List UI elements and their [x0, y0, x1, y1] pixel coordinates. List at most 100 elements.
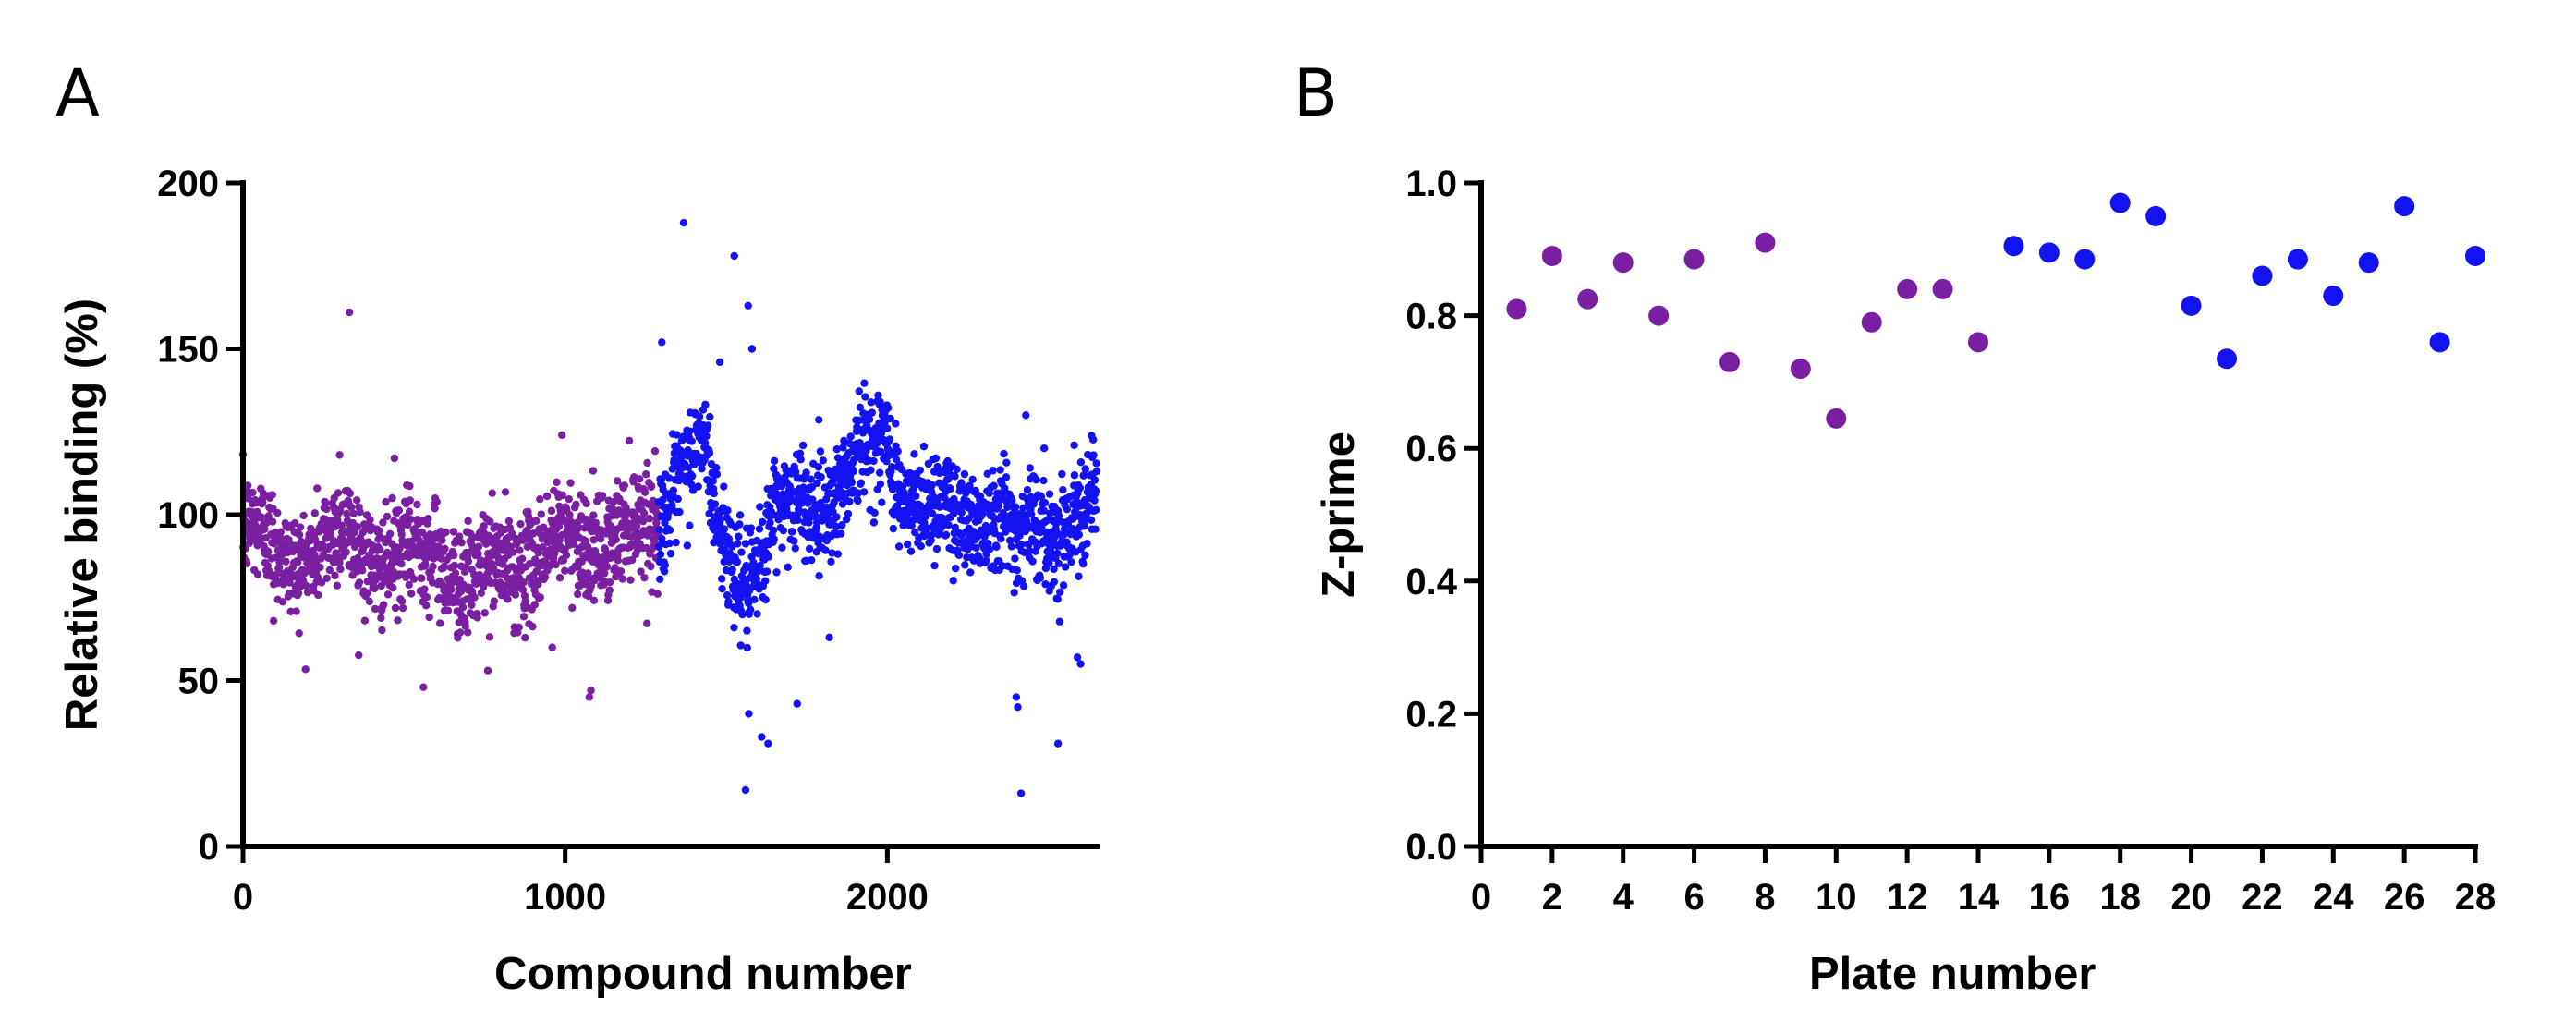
data-point	[257, 513, 266, 521]
data-point	[814, 463, 823, 471]
data-point	[949, 577, 957, 585]
data-point	[912, 492, 920, 500]
data-point	[636, 475, 644, 483]
data-point	[898, 482, 907, 491]
x-tick-label: 6	[1683, 877, 1704, 918]
data-point	[322, 505, 331, 514]
data-point	[575, 523, 583, 532]
data-point-outlier	[587, 687, 595, 695]
data-point	[470, 593, 479, 602]
data-point	[534, 548, 542, 557]
data-point	[724, 597, 733, 606]
data-point	[877, 447, 885, 456]
data-point	[761, 595, 770, 604]
data-point	[747, 605, 755, 614]
data-point	[861, 393, 869, 401]
data-point	[845, 497, 854, 505]
data-point	[686, 427, 694, 435]
data-point	[519, 613, 529, 621]
data-point	[375, 527, 383, 535]
data-point	[253, 570, 262, 578]
data-point-outlier	[793, 699, 801, 708]
data-point	[574, 590, 582, 599]
data-point	[1010, 589, 1018, 597]
data-point	[894, 542, 904, 551]
data-point	[720, 482, 728, 491]
y-tick-label: 200	[157, 164, 219, 204]
data-point	[618, 575, 626, 583]
data-point	[605, 586, 614, 594]
data-point	[966, 568, 975, 577]
data-point	[1075, 530, 1084, 539]
data-point	[406, 481, 414, 491]
data-point	[832, 513, 841, 521]
data-point	[286, 607, 295, 616]
data-point	[461, 622, 469, 630]
data-point	[876, 397, 884, 407]
data-point	[455, 532, 464, 541]
data-point	[420, 560, 430, 568]
data-point	[517, 554, 527, 563]
data-point	[1648, 305, 1670, 326]
data-point	[878, 498, 886, 506]
data-point	[1040, 498, 1050, 507]
data-point	[655, 525, 663, 534]
data-point	[734, 540, 742, 548]
data-point	[474, 550, 482, 558]
data-point	[1027, 510, 1036, 518]
data-point	[383, 512, 392, 521]
data-point	[518, 586, 528, 594]
data-point	[838, 500, 847, 508]
data-point	[360, 616, 370, 625]
data-point	[488, 489, 496, 497]
data-point	[371, 604, 380, 614]
data-point	[432, 497, 441, 506]
data-point	[805, 544, 814, 553]
data-point	[519, 578, 528, 587]
data-point	[529, 622, 537, 631]
data-point	[626, 576, 635, 584]
data-point	[286, 578, 294, 587]
data-point	[473, 614, 481, 622]
data-point	[957, 479, 966, 487]
x-tick-label: 4	[1613, 877, 1634, 918]
data-point	[684, 445, 692, 455]
data-point	[391, 603, 400, 613]
data-point	[1968, 332, 1988, 353]
data-point	[596, 534, 605, 543]
data-point	[366, 516, 374, 524]
data-point	[521, 633, 529, 642]
data-point	[1092, 459, 1100, 468]
data-point	[903, 540, 912, 549]
data-point	[791, 544, 799, 553]
data-point	[1011, 554, 1019, 563]
data-point	[299, 511, 308, 520]
data-point	[735, 520, 744, 529]
data-point	[640, 488, 650, 496]
data-point	[1063, 505, 1072, 514]
data-point	[555, 574, 565, 582]
data-point	[1054, 559, 1063, 568]
data-point	[429, 562, 437, 571]
data-point	[784, 563, 792, 571]
data-point	[808, 495, 817, 504]
data-point	[424, 514, 432, 523]
data-point	[333, 581, 342, 590]
data-point	[296, 523, 305, 531]
data-point	[990, 481, 998, 490]
data-point	[507, 529, 516, 538]
data-point	[1081, 465, 1089, 473]
data-point	[946, 484, 954, 493]
x-tick-label: 0	[233, 877, 253, 918]
data-point	[758, 517, 767, 527]
data-point	[1059, 581, 1068, 590]
data-point	[766, 518, 774, 527]
data-point	[665, 539, 674, 548]
data-point	[870, 508, 879, 517]
data-point	[821, 546, 830, 554]
data-point	[537, 510, 545, 518]
data-point	[365, 597, 373, 606]
data-point-outlier	[1016, 789, 1026, 797]
data-point	[398, 603, 407, 613]
data-point	[709, 477, 717, 485]
